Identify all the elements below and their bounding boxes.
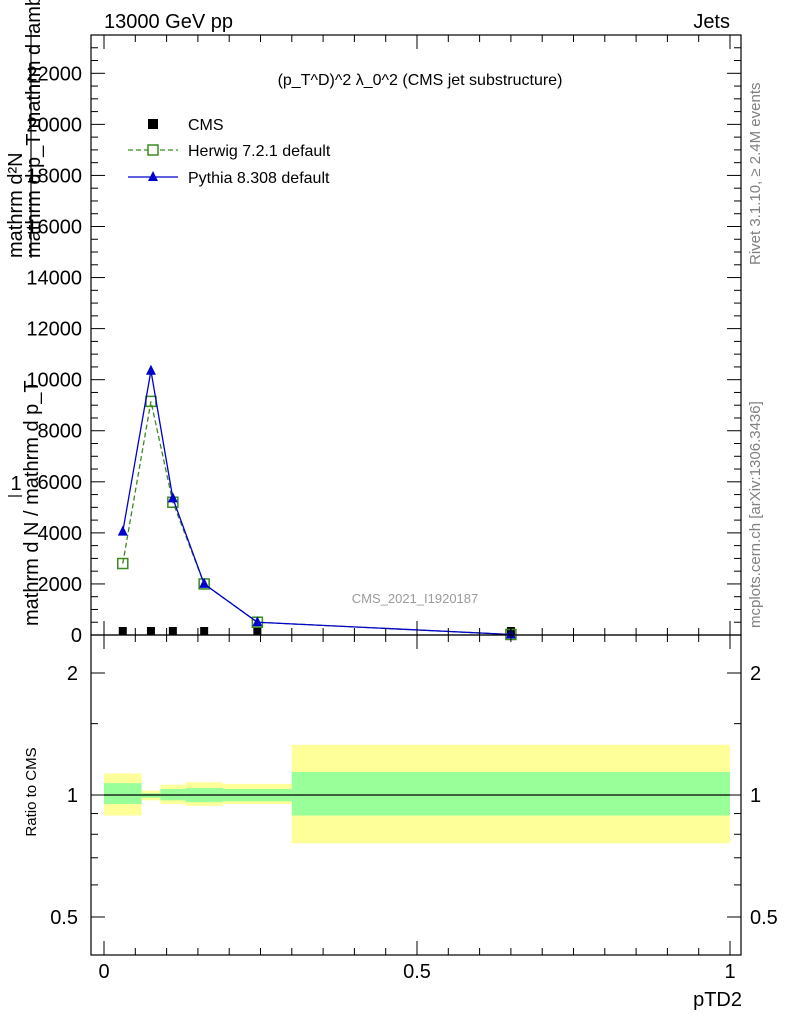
main-ytick-label: 18000 [26, 165, 82, 187]
main-y-axis-label: 1 mathrm d N / mathrm d p_T mathrm d²N m… [5, 0, 45, 626]
cms-data-point [168, 627, 177, 635]
cms-data-point [200, 627, 209, 635]
main-ytick-label: 20000 [26, 114, 82, 136]
xtick-label: 0.5 [403, 961, 431, 983]
rivet-label: Rivet 3.1.10, ≥ 2.4M events [747, 83, 764, 266]
legend-marker-cms [148, 119, 158, 129]
header-right: Jets [693, 11, 730, 33]
ratio-ytick-label: 1 [67, 785, 78, 807]
mcplots-label: mcplots.cern.ch [arXiv:1306.3436] [747, 401, 764, 628]
series-line-1 [122, 401, 511, 636]
legend-label: Herwig 7.2.1 default [188, 143, 331, 160]
xtick-label: 1 [724, 961, 735, 983]
main-ytick-label: 4000 [38, 523, 83, 545]
legend-label: Pythia 8.308 default [188, 170, 330, 187]
main-ytick-label: 10000 [26, 370, 82, 392]
pythia-data-point [145, 364, 156, 375]
main-ytick-label: 16000 [26, 216, 82, 238]
main-ytick-label: 2000 [38, 574, 83, 596]
pythia-data-point [252, 616, 263, 627]
ratio-stat-band [291, 771, 730, 816]
main-title: (p_T^D)^2 λ_0^2 (CMS jet substructure) [278, 72, 563, 89]
pythia-data-point [117, 525, 128, 536]
legend-marker-herwig [147, 144, 159, 156]
cms-data-point [146, 627, 155, 635]
ratio-ytick-label: 2 [67, 663, 78, 685]
xtick-label: 0 [98, 961, 109, 983]
ylabel-numerator: mathrm d²N [5, 152, 27, 258]
header-left: 13000 GeV pp [104, 11, 233, 33]
main-ytick-label: 0 [71, 625, 82, 647]
ratio-ytick-label-right: 2 [750, 663, 761, 685]
analysis-watermark: CMS_2021_I1920187 [352, 591, 479, 606]
pythia-data-point [199, 577, 210, 588]
ylabel-denominator: mathrm d p_T mathrm d lambda [23, 0, 45, 258]
main-plot: (p_T^D)^2 λ_0^2 (CMS jet substructure) C… [26, 34, 742, 647]
ratio-plot: 0.5 0.5 1 1 2 2 0 0.5 1 [50, 634, 778, 983]
legend-label: CMS [188, 117, 224, 134]
ylabel-prefix-numerator: 1 [10, 473, 21, 495]
legend: CMS Herwig 7.2.1 default Pythia 8.308 defa… [128, 117, 331, 187]
ratio-ytick-label: 0.5 [50, 907, 78, 929]
main-ytick-label: 8000 [38, 421, 83, 443]
ratio-ytick-label-right: 1 [750, 785, 761, 807]
ratio-stat-band [104, 783, 142, 805]
cms-data-point [253, 627, 262, 635]
series-line-2 [122, 370, 511, 636]
herwig-data-point [117, 557, 129, 570]
main-ytick-label: 22000 [26, 63, 82, 85]
x-axis-label: pTD2 [693, 989, 742, 1011]
main-ytick-label: 12000 [26, 319, 82, 341]
main-ytick-label: 6000 [38, 472, 83, 494]
cms-data-point [118, 627, 127, 635]
main-ytick-label: 14000 [26, 268, 82, 290]
pythia-data-point [167, 492, 178, 503]
ratio-ytick-label-right: 0.5 [750, 907, 778, 929]
legend-marker-pythia [148, 171, 158, 181]
ylabel-prefix-denominator: mathrm d N / mathrm d p_T [21, 380, 43, 626]
ratio-y-axis-label: Ratio to CMS [23, 747, 40, 836]
